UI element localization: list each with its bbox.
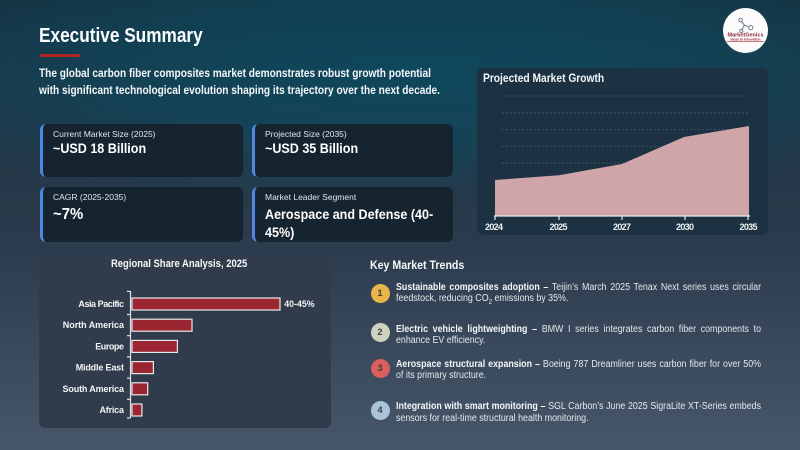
svg-text:Asia Pacific: Asia Pacific	[78, 299, 124, 309]
svg-text:MarketGenics: MarketGenics	[728, 33, 764, 39]
svg-text:Ideas to Innovation: Ideas to Innovation	[731, 36, 762, 41]
svg-text:South America: South America	[63, 384, 125, 394]
svg-text:40-45%: 40-45%	[284, 299, 314, 309]
svg-text:North America: North America	[63, 320, 125, 330]
svg-text:2035: 2035	[740, 222, 758, 232]
svg-text:2030: 2030	[676, 222, 694, 232]
svg-text:Africa: Africa	[100, 405, 125, 415]
svg-text:Middle East: Middle East	[76, 363, 124, 373]
svg-text:2024: 2024	[485, 222, 503, 232]
svg-text:Europe: Europe	[95, 341, 124, 351]
svg-text:2027: 2027	[613, 222, 631, 232]
svg-text:2025: 2025	[550, 222, 568, 232]
